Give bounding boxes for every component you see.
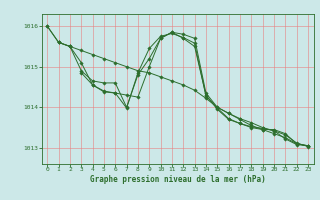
X-axis label: Graphe pression niveau de la mer (hPa): Graphe pression niveau de la mer (hPa)	[90, 175, 266, 184]
